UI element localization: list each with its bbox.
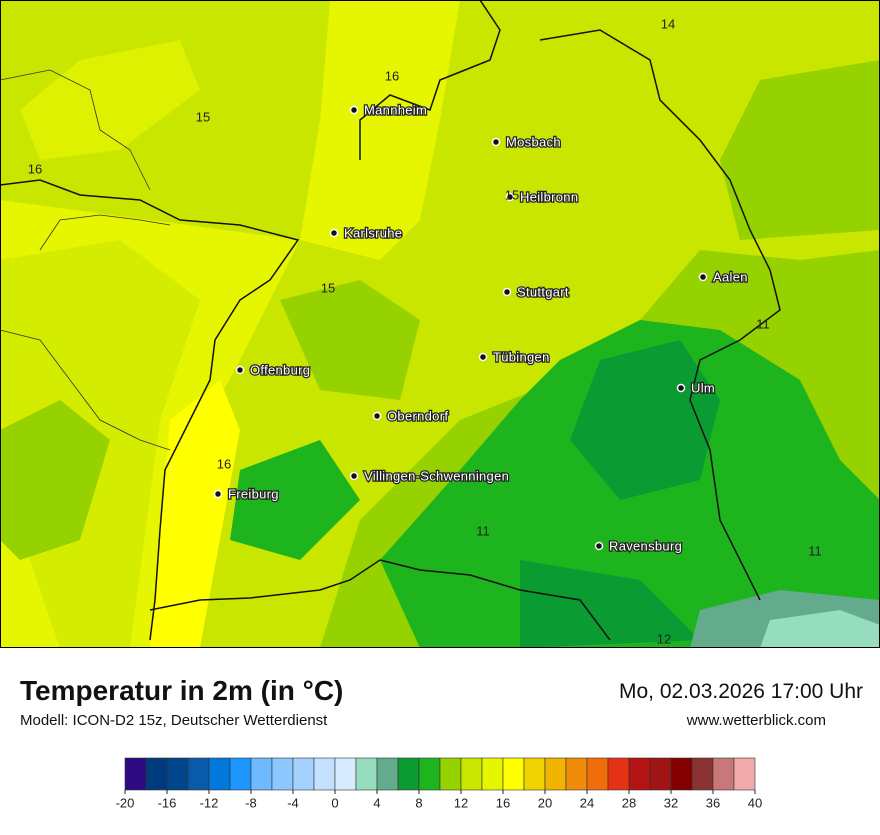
contour-label: 14 bbox=[661, 16, 675, 31]
colorbar-bin bbox=[607, 757, 630, 791]
colorbar-bin bbox=[691, 757, 714, 791]
colorbar-bin bbox=[229, 757, 252, 791]
colorbar-bin bbox=[586, 757, 609, 791]
colorbar-bin bbox=[628, 757, 651, 791]
contour-label: 16 bbox=[28, 161, 42, 176]
city-dot bbox=[676, 383, 686, 393]
map bbox=[0, 0, 880, 648]
city-label: Stuttgart bbox=[517, 284, 569, 299]
colorbar-tick-label: 32 bbox=[664, 795, 678, 810]
colorbar-tick-label: -4 bbox=[287, 795, 299, 810]
colorbar-bin bbox=[565, 757, 588, 791]
city-dot bbox=[349, 471, 359, 481]
city-dot bbox=[594, 541, 604, 551]
colorbar-bin bbox=[292, 757, 315, 791]
colorbar-tick-label: 36 bbox=[706, 795, 720, 810]
city-dot bbox=[698, 272, 708, 282]
contour-label: 15 bbox=[196, 109, 210, 124]
contour-label: 16 bbox=[217, 456, 231, 471]
colorbar-bin bbox=[187, 757, 210, 791]
city-label: Karlsruhe bbox=[344, 225, 402, 240]
city-label: Ulm bbox=[691, 380, 715, 395]
city-dot bbox=[349, 105, 359, 115]
city-label: Mannheim bbox=[364, 102, 427, 117]
contour-label: 11 bbox=[808, 543, 822, 558]
city-label: Heilbronn bbox=[520, 189, 578, 204]
colorbar-bin bbox=[418, 757, 441, 791]
colorbar-tick-label: 16 bbox=[496, 795, 510, 810]
city-dot bbox=[235, 365, 245, 375]
city-dot bbox=[478, 352, 488, 362]
city-dot bbox=[502, 287, 512, 297]
colorbar-tick-label: 24 bbox=[580, 795, 594, 810]
colorbar-tick-label: -8 bbox=[245, 795, 257, 810]
city-label: Offenburg bbox=[250, 362, 310, 377]
colorbar-tick-label: 4 bbox=[373, 795, 380, 810]
contour-label: 15 bbox=[505, 187, 519, 202]
colorbar-bin bbox=[712, 757, 735, 791]
city-label: Villingen-Schwenningen bbox=[364, 468, 509, 483]
colorbar-bin bbox=[460, 757, 483, 791]
colorbar-bin bbox=[376, 757, 399, 791]
colorbar-tick-label: 40 bbox=[748, 795, 762, 810]
colorbar-bin bbox=[355, 757, 378, 791]
city-label: Aalen bbox=[713, 269, 748, 284]
colorbar-bin bbox=[481, 757, 504, 791]
city-dot bbox=[372, 411, 382, 421]
city-dot bbox=[505, 192, 515, 202]
colorbar-bin bbox=[544, 757, 567, 791]
colorbar-tick-label: -16 bbox=[158, 795, 177, 810]
colorbar-bin bbox=[208, 757, 231, 791]
colorbar-tick-label: 28 bbox=[622, 795, 636, 810]
colorbar-bin bbox=[145, 757, 168, 791]
city-dot bbox=[329, 228, 339, 238]
city-label: Freiburg bbox=[228, 486, 279, 501]
model-info: Modell: ICON-D2 15z, Deutscher Wetterdie… bbox=[20, 712, 328, 729]
colorbar-bin bbox=[334, 757, 357, 791]
contour-label: 15 bbox=[321, 280, 335, 295]
colorbar-bin bbox=[271, 757, 294, 791]
contour-label: 16 bbox=[385, 68, 399, 83]
colorbar-bin bbox=[733, 757, 756, 791]
city-label: Mosbach bbox=[506, 134, 561, 149]
colorbar-bin bbox=[523, 757, 546, 791]
colorbar-tick-label: 12 bbox=[454, 795, 468, 810]
city-label: Tübingen bbox=[493, 349, 550, 364]
datetime: Mo, 02.03.2026 17:00 Uhr bbox=[619, 680, 863, 703]
colorbar-bin bbox=[250, 757, 273, 791]
city-label: Ravensburg bbox=[609, 538, 682, 553]
colorbar-bin bbox=[670, 757, 693, 791]
city-dot bbox=[491, 137, 501, 147]
colorbar-bin bbox=[166, 757, 189, 791]
contour-label: 11 bbox=[476, 523, 490, 538]
title: Temperatur in 2m (in °C) bbox=[20, 675, 343, 706]
colorbar-tick-label: 0 bbox=[331, 795, 338, 810]
colorbar-tick-label: -20 bbox=[116, 795, 135, 810]
colorbar-bin bbox=[649, 757, 672, 791]
website: www.wetterblick.com bbox=[686, 712, 826, 729]
colorbar-tick-label: 8 bbox=[415, 795, 422, 810]
colorbar-tick-label: -12 bbox=[200, 795, 219, 810]
city-dot bbox=[213, 489, 223, 499]
contour-label: 12 bbox=[657, 631, 671, 646]
contour-label: 11 bbox=[756, 316, 770, 331]
colorbar-tick-label: 20 bbox=[538, 795, 552, 810]
colorbar-bin bbox=[439, 757, 462, 791]
colorbar-bin bbox=[313, 757, 336, 791]
colorbar-bin bbox=[124, 757, 147, 791]
colorbar-bin bbox=[502, 757, 525, 791]
colorbar-bin bbox=[397, 757, 420, 791]
city-label: Oberndorf bbox=[387, 408, 448, 423]
